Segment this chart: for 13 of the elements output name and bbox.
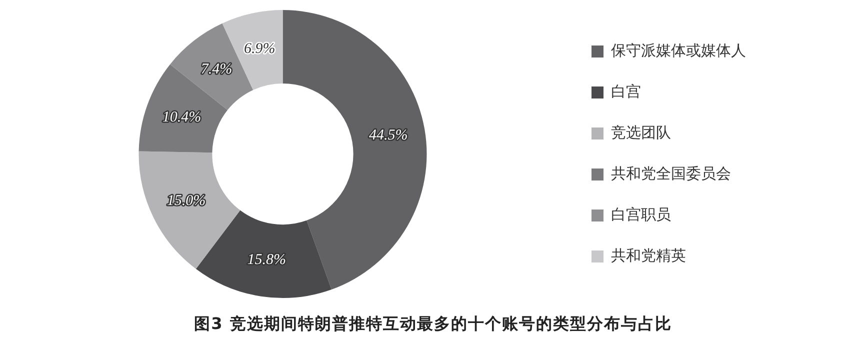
data-label: 15.8% bbox=[247, 252, 286, 268]
legend-label: 白宫职员 bbox=[611, 205, 671, 224]
legend-label: 白宫 bbox=[611, 82, 641, 100]
data-label: 7.4% bbox=[200, 62, 232, 78]
legend-label: 竞选团队 bbox=[611, 123, 671, 142]
legend-label: 共和党精英 bbox=[611, 246, 686, 264]
data-label: 44.5% bbox=[369, 127, 408, 144]
legend-label: 保守派媒体或媒体人 bbox=[611, 41, 746, 60]
text: 图3 竞选期间特朗普推特互动最多的十个账号的类型分布与占比 bbox=[193, 314, 673, 335]
data-label: 10.4% bbox=[162, 110, 202, 126]
data-label: 6.9% bbox=[244, 41, 276, 58]
data-label: 15.0% bbox=[166, 192, 206, 209]
legend-label: 共和党全国委员会 bbox=[611, 164, 731, 182]
